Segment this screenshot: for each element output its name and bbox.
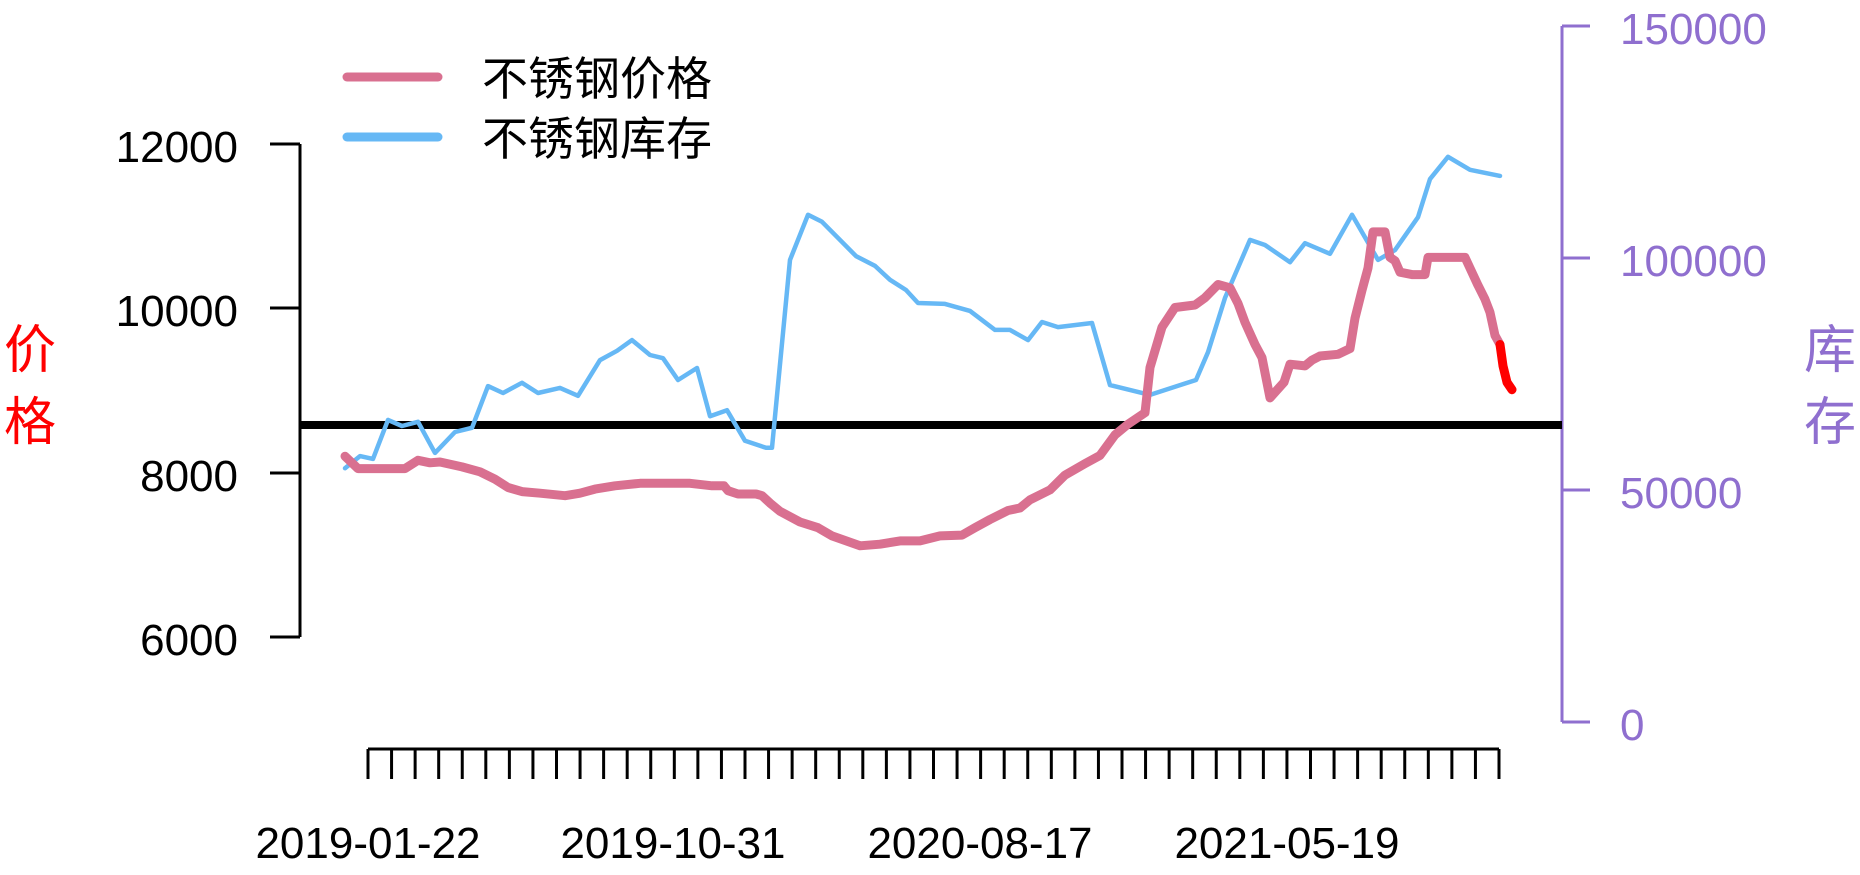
right-tick-label: 0 [1620, 701, 1644, 750]
x-axis: 2019-01-22 2019-10-31 2020-08-17 2021-05… [255, 747, 1501, 868]
x-tick-label: 2020-08-17 [867, 819, 1092, 868]
price-series-line [340, 227, 1505, 551]
right-axis-title-char: 存 [1804, 393, 1856, 453]
legend-label-price: 不锈钢价格 [482, 52, 712, 106]
right-tick-label: 150000 [1620, 5, 1767, 54]
left-y-axis: 12000 10000 8000 6000 价 格 [4, 123, 302, 665]
x-tick-label: 2019-10-31 [560, 819, 785, 868]
legend-label-inventory: 不锈钢库存 [482, 112, 712, 166]
right-tick-label: 50000 [1620, 469, 1742, 518]
legend: 不锈钢价格 不锈钢库存 [342, 52, 712, 166]
left-tick-label: 10000 [116, 287, 238, 336]
x-tick-label: 2021-05-19 [1174, 819, 1399, 868]
x-axis-ticks [366, 749, 1501, 779]
left-tick-label: 6000 [140, 616, 238, 665]
left-tick-label: 12000 [116, 123, 238, 172]
x-tick-label: 2019-01-22 [255, 819, 480, 868]
right-axis-title-char: 库 [1804, 321, 1856, 381]
left-tick-label: 8000 [140, 452, 238, 501]
inventory-series-line [342, 154, 1503, 471]
left-axis-title-char: 价 [4, 321, 56, 381]
left-axis-title-char: 格 [4, 393, 56, 453]
price-series-highlight-tail [1495, 340, 1517, 395]
right-y-axis: 150000 100000 50000 0 库 存 [1560, 5, 1856, 750]
right-tick-label: 100000 [1620, 237, 1767, 286]
